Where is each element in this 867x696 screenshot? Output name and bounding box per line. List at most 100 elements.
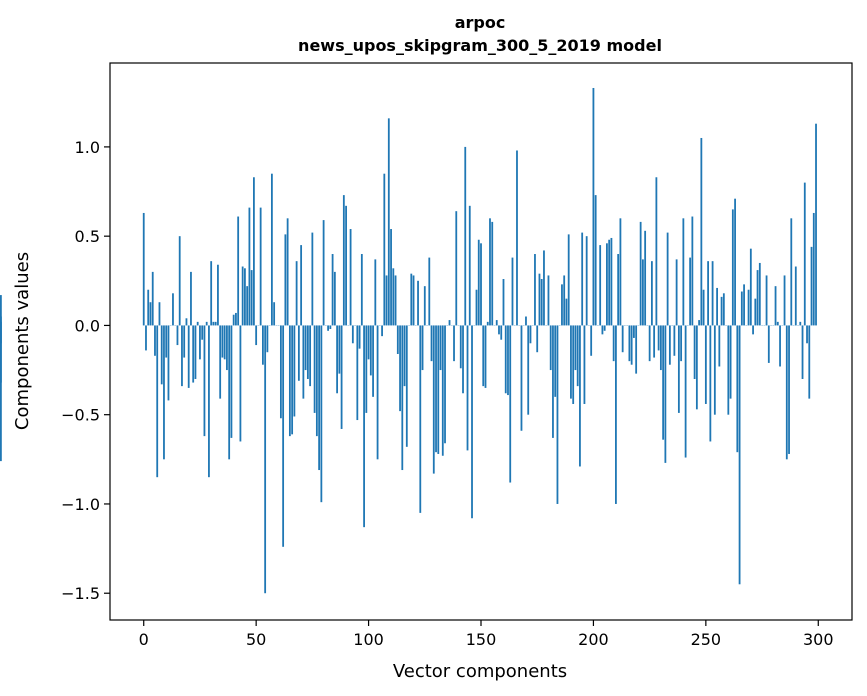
bar-177 [540,279,543,326]
bar-290 [794,266,797,326]
bar-96 [358,325,361,349]
bar-226 [650,261,653,326]
bar-256 [718,325,721,367]
bar-189 [567,234,570,326]
bar-104 [376,325,379,460]
bar-70 [300,245,303,326]
bar-162 [507,325,509,396]
bar-160 [502,279,505,326]
bar-159 [500,325,503,340]
bar-127 [428,257,431,326]
bar-62 [282,325,285,547]
bar-33 [217,264,219,326]
bar-187 [563,275,566,326]
bar-73 [306,325,309,379]
bar-88 [340,325,343,429]
bar-66 [291,325,294,435]
bar-45 [244,268,246,326]
bar-18 [183,325,186,358]
y-tick-label: −1.0 [61,495,100,514]
bar-16 [178,236,181,326]
bar-231 [662,325,665,440]
bar-48 [250,270,253,326]
x-tick-label: 100 [353,630,384,649]
bar-182 [552,325,554,438]
bar-65 [288,325,291,437]
bar-244 [691,216,694,326]
bar-36 [223,325,226,360]
bar-161 [504,325,507,394]
bar-71 [302,325,305,399]
bar-75 [311,232,314,326]
y-tick-label: −0.5 [61,406,100,425]
bar-83 [329,325,332,329]
bar-206 [606,243,608,326]
x-tick-label: 300 [803,630,834,649]
bar-87 [338,325,341,374]
bar-50 [255,325,258,346]
bar-27 [203,325,206,437]
bar-150 [480,243,482,326]
bar-203 [599,245,602,326]
chart-title: arpoc [455,13,506,32]
bar-287 [788,325,790,454]
bar-5 [154,325,156,356]
bar-211 [617,254,620,326]
bar-282 [776,321,779,326]
bar-283 [779,325,781,367]
bar-98 [363,325,365,528]
bar-295 [806,325,808,344]
bar-166 [516,150,518,326]
bar-134 [444,325,446,444]
bar-11 [167,325,170,401]
bar-131 [437,325,440,454]
bar-40 [232,314,235,326]
bar-142 [462,325,464,394]
bar-270 [749,248,752,326]
bar-138 [453,325,455,362]
bar-124 [421,325,424,371]
bar-8 [160,325,163,385]
bar-269 [747,289,750,326]
bar-149 [477,239,480,326]
bar-97 [360,254,363,326]
bar-68 [295,261,298,326]
bar-31 [212,321,215,326]
bar-294 [803,182,806,326]
bar-110 [390,229,392,326]
bar-24 [196,321,199,326]
bar-79 [320,325,323,503]
bar-296 [808,325,811,399]
bar-120 [412,275,415,326]
bar-298 [812,212,815,326]
bar-271 [752,325,754,335]
bar-23 [194,325,197,379]
bar-78 [318,325,321,471]
bar-273 [756,270,759,326]
bar-2 [147,289,150,326]
bars-group [0,87,817,594]
bar-266 [740,291,743,326]
y-tick-label: 0.5 [75,227,100,246]
bar-4 [151,271,154,326]
bar-145 [468,205,471,326]
bar-247 [698,320,700,326]
bar-188 [565,298,568,326]
bar-217 [630,325,633,365]
bar-74 [309,325,312,387]
bar-212 [619,218,622,326]
bar-139 [455,211,458,326]
bar-230 [659,325,662,371]
bar-82 [327,325,329,331]
bar-277 [765,275,768,326]
bar-184 [556,325,559,504]
bar-84 [331,254,334,326]
bar-190 [570,325,572,399]
bar-170 [525,316,527,326]
bar-155 [491,221,494,326]
bar-13 [172,293,174,326]
bar-86 [336,325,338,394]
bar-20 [187,325,190,388]
bar-132 [439,325,442,371]
